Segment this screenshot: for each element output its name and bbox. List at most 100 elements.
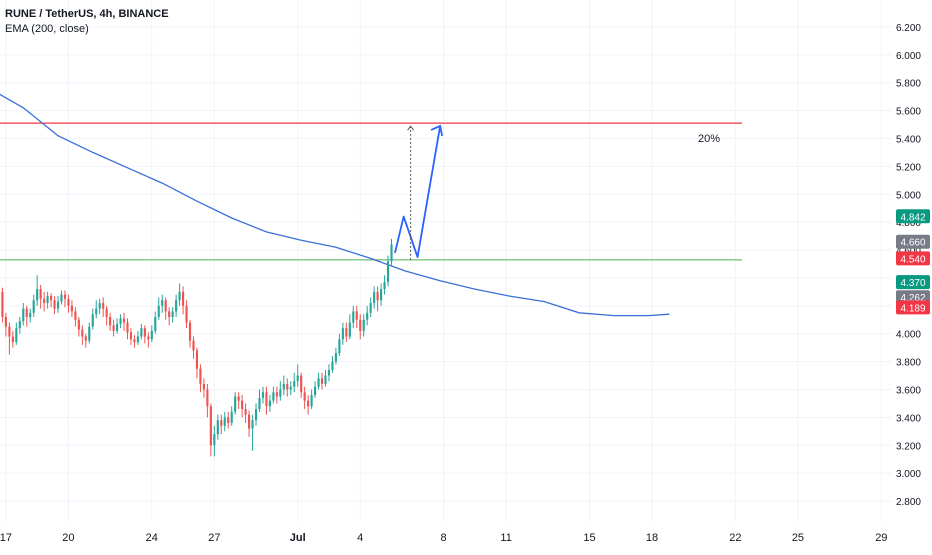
candle-body [95,309,97,315]
candle-body [53,300,55,308]
candle-body [19,321,21,328]
candle-body [5,317,7,327]
candle-body [26,309,28,317]
candle-body [321,378,323,384]
candle-body [64,295,66,299]
candle-body [182,292,184,306]
price-tick-label: 2.800 [896,497,921,508]
candle-body [331,362,333,370]
candle-body [168,311,170,317]
candle-body [210,406,212,445]
price-tick-label: 5.200 [896,162,921,173]
candle-body [109,317,111,325]
candle-body [133,339,135,342]
time-tick-label: 20 [62,532,74,544]
indicator-label: EMA (200, close) [5,22,169,37]
candle-body [276,392,278,396]
candle-body [345,328,347,336]
candle-body [22,309,24,322]
candle-body [1,292,3,317]
candle-body [154,317,156,331]
candle-body [234,396,236,411]
price-tick-label: 3.600 [896,386,921,397]
price-tag-label: 4.370 [900,278,925,289]
time-tick-label: 4 [357,532,363,544]
candle-body [151,331,153,339]
price-tick-label: 3.800 [896,358,921,369]
price-tick-label: 3.400 [896,413,921,424]
candle-body [286,384,288,390]
candle-body [383,282,385,289]
candle-body [262,392,264,398]
time-tick-label: 11 [500,532,511,544]
candle-body [192,341,194,351]
candle-body [265,392,267,406]
price-tick-label: 3.000 [896,469,921,480]
time-tick-label: 22 [729,532,741,544]
candle-body [356,311,358,319]
candle-body [123,318,125,322]
candle-body [272,392,274,400]
candle-body [224,417,226,425]
candle-body [248,415,250,429]
candle-body [380,289,382,300]
percent-label: 20% [698,133,720,145]
candle-body [99,303,101,309]
time-tick-label: 27 [208,532,220,544]
candle-body [130,332,132,339]
price-tick-label: 3.200 [896,441,921,452]
candle-body [161,300,163,306]
time-tick-label: 8 [441,532,447,544]
price-tick-label: 4.000 [896,330,921,341]
candle-body [50,296,52,300]
candle-body [172,311,174,317]
candle-body [307,401,309,407]
time-tick-label: 24 [146,532,158,544]
candle-body [179,292,181,300]
price-tag-label: 4.660 [900,238,925,249]
candle-body [196,350,198,368]
candle-body [238,396,240,400]
price-tag-label: 4.842 [900,212,925,223]
candle-body [324,376,326,384]
candle-body [15,328,17,342]
candle-body [370,303,372,313]
candle-body [71,306,73,312]
candle-body [74,311,76,319]
candle-body [29,313,31,317]
candle-body [363,320,365,331]
candle-body [213,434,215,445]
candle-body [165,300,167,311]
time-tick-label: 29 [875,532,887,544]
candle-body [290,387,292,390]
time-tick-label: Jul [290,532,306,544]
candle-body [102,303,104,309]
time-tick-label: 25 [792,532,804,544]
candle-body [255,409,257,420]
price-tick-label: 5.600 [896,107,921,118]
candle-body [81,330,83,337]
candle-body [119,318,121,324]
price-tick-label: 6.200 [896,23,921,34]
candle-body [349,323,351,337]
price-tag-label: 4.540 [900,254,925,265]
candle-body [335,353,337,361]
candle-body [106,309,108,317]
candle-body [269,401,271,407]
candle-body [67,299,69,306]
candle-body [377,292,379,300]
candle-body [366,313,368,320]
candle-body [36,289,38,300]
candle-body [387,261,389,282]
candle-body [175,300,177,311]
candle-body [258,398,260,409]
candle-body [88,327,90,341]
chart-legend: RUNE / TetherUS, 4h, BINANCE EMA (200, c… [5,7,169,37]
candle-body [113,325,115,331]
candle-body [185,306,187,323]
candle-body [279,390,281,397]
symbol-title: RUNE / TetherUS, 4h, BINANCE [5,7,169,22]
candle-body [206,390,208,407]
